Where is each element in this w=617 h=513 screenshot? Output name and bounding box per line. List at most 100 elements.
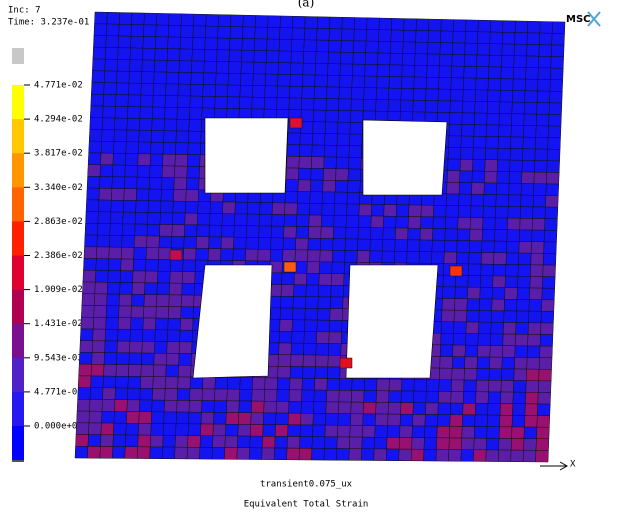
mesh-element <box>499 403 514 416</box>
mesh-element <box>228 49 243 63</box>
mesh-element <box>498 438 512 451</box>
mesh-element <box>239 377 254 390</box>
mesh-element <box>411 437 425 450</box>
mesh-element <box>300 401 315 414</box>
mesh-element <box>518 241 532 254</box>
mesh-element <box>427 30 442 43</box>
mesh-element <box>512 78 526 92</box>
mesh-element <box>293 284 307 297</box>
mesh-element <box>338 86 353 100</box>
mesh-element <box>196 213 211 226</box>
mesh-element <box>378 17 393 31</box>
mesh-element <box>481 229 496 242</box>
mesh-element <box>401 379 415 392</box>
mesh-element <box>292 307 306 321</box>
mesh-element <box>93 23 108 36</box>
legend-label: 9.543e-03 <box>34 353 83 363</box>
mesh-element <box>151 399 165 413</box>
mesh-element <box>142 47 156 61</box>
mesh-element <box>201 400 215 413</box>
mesh-element <box>145 259 159 272</box>
mesh-element <box>376 64 391 77</box>
axis-triad: X <box>540 460 576 471</box>
mesh-element <box>329 16 343 30</box>
mesh-element <box>496 171 510 184</box>
mesh-element <box>209 201 224 214</box>
mesh-element <box>136 176 150 190</box>
mesh-element <box>535 137 549 150</box>
mesh-element <box>296 214 310 227</box>
mesh-element <box>286 156 300 169</box>
mesh-element <box>298 156 313 169</box>
mesh-element <box>152 95 166 108</box>
mesh-element <box>258 213 273 227</box>
mesh-element <box>335 168 349 181</box>
mesh-element <box>383 204 397 217</box>
mesh-element <box>457 217 471 230</box>
mesh-element <box>514 32 528 45</box>
mesh-element <box>511 426 525 439</box>
legend-label: 1.431e-02 <box>34 319 83 329</box>
mesh-element <box>364 52 379 65</box>
legend-swatch <box>12 323 24 359</box>
mesh-element <box>105 305 120 318</box>
mesh-element <box>547 125 562 139</box>
mesh-element <box>118 305 132 319</box>
mesh-element <box>340 51 354 65</box>
mesh-element <box>93 35 107 48</box>
mesh-element <box>285 167 300 181</box>
mesh-element <box>144 282 158 295</box>
mesh-element <box>239 85 254 98</box>
mesh-element <box>167 317 181 331</box>
mesh-element <box>463 66 477 79</box>
mesh-element <box>333 203 348 216</box>
mesh-element <box>500 380 515 393</box>
mesh-element <box>419 239 433 253</box>
mesh-element <box>303 51 317 64</box>
mesh-element <box>347 180 361 193</box>
legend-swatch <box>12 357 24 393</box>
mesh-element <box>413 379 428 392</box>
mesh-element <box>130 317 144 330</box>
mesh-element <box>161 177 175 190</box>
mesh-element <box>157 270 171 284</box>
mesh-element <box>89 117 103 130</box>
mesh-element <box>174 154 189 167</box>
mesh-element <box>227 84 241 98</box>
mesh-element <box>123 188 137 201</box>
mesh-element <box>229 38 243 51</box>
mesh-element <box>95 258 110 271</box>
mesh-element <box>386 437 400 450</box>
mesh-element <box>193 13 207 27</box>
mesh-element <box>176 118 190 132</box>
mesh-element <box>399 425 413 438</box>
mesh-element <box>449 426 463 439</box>
mesh-element <box>346 203 360 217</box>
mesh-element <box>505 252 520 265</box>
mesh-element <box>522 449 537 463</box>
mesh-element <box>459 170 473 183</box>
mesh-element <box>464 356 478 369</box>
mesh-element <box>91 352 105 365</box>
mesh-element <box>375 390 390 403</box>
mesh-element <box>486 112 500 126</box>
mesh-element <box>116 70 130 84</box>
legend-label: 2.386e-02 <box>34 251 83 261</box>
mesh-element <box>131 282 146 295</box>
mesh-element <box>295 237 309 251</box>
legend-label: 2.863e-02 <box>34 217 83 227</box>
mesh-element <box>539 21 553 34</box>
mesh-element <box>79 340 93 353</box>
mesh-element <box>361 436 375 450</box>
mesh-element <box>406 251 420 264</box>
mesh-element <box>482 205 497 219</box>
mesh-element <box>508 171 523 184</box>
mesh-element <box>513 43 528 57</box>
mesh-element <box>92 328 106 342</box>
mesh-element <box>188 130 202 144</box>
hot-spot <box>339 357 353 369</box>
legend-swatch <box>12 221 24 256</box>
mesh-element <box>456 240 470 253</box>
mesh-element <box>177 376 191 390</box>
legend-swatch <box>12 460 24 462</box>
